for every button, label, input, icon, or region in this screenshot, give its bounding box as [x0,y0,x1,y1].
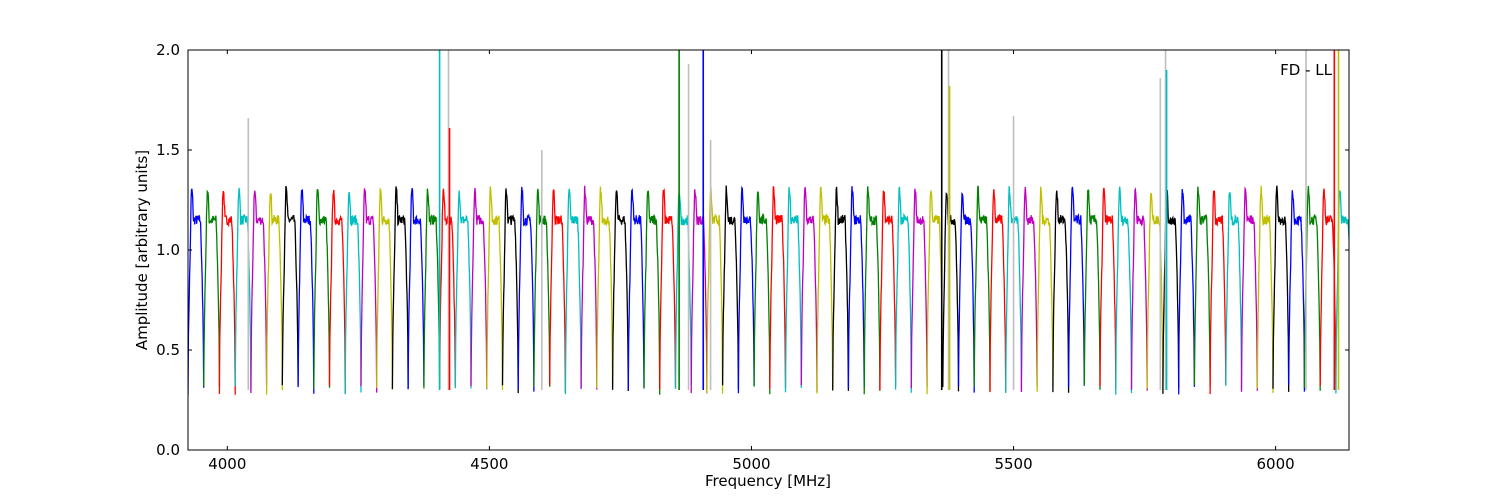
channel-line [250,190,268,394]
y-tick-label: 1.0 [156,241,180,259]
channel-line [1288,190,1306,392]
channel-line [690,189,708,394]
y-axis-label: Amplitude [arbitrary units] [133,150,151,350]
annotation-label: FD - LL [1280,61,1332,79]
channel-line [407,188,425,390]
channel-line [1225,192,1243,390]
channel-line [470,187,488,390]
channel-line [753,191,771,395]
channel-line [910,188,928,389]
channel-line [863,186,881,395]
channel-line [1115,186,1133,395]
channel-line [769,186,787,389]
y-tick-label: 2.0 [156,41,180,59]
channel-line [1256,185,1274,393]
channel-line [281,185,299,386]
channel-line [659,188,677,390]
channel-line [188,188,205,396]
channel-line [1319,188,1337,391]
channel-line [1083,189,1101,390]
channel-line [517,186,535,392]
y-tick-label: 0.5 [156,341,180,359]
channel-line [1240,186,1258,392]
channel-line [596,186,614,389]
channel-line [580,185,598,390]
channel-line [564,188,582,395]
channel-line [1193,186,1211,387]
channel-line [344,191,362,395]
plot-frame [187,49,1350,451]
channel-line [879,190,897,391]
channel-line [313,188,331,389]
channel-line [894,186,912,393]
y-axis: 0.0 0.5 1.0 1.5 2.0 [156,41,1349,459]
x-tick-label: 5500 [994,455,1032,473]
channel-line [1209,190,1227,395]
channel-line [832,186,850,391]
channel-line [737,185,755,394]
x-tick-label: 4500 [470,455,508,473]
channel-line [1052,190,1070,393]
channel-line [989,189,1007,393]
y-tick-label: 1.5 [156,141,180,159]
channel-line [218,190,236,395]
channel-line [973,185,991,391]
channel-line [627,187,645,391]
channel-line [328,189,346,394]
channel-line [423,188,441,389]
channel-line [784,187,802,393]
channel-line [706,186,724,394]
x-tick-label: 6000 [1257,455,1295,473]
plot-area [188,50,1349,396]
channel-line [957,192,975,393]
channel-line [1303,185,1321,391]
x-axis: 4000 4500 5000 5500 6000 [208,50,1295,473]
channel-line [1099,187,1117,390]
channel-line [438,188,456,389]
channel-line [800,187,818,392]
channel-line [549,189,567,393]
channel-line [1272,185,1290,392]
channel-line [376,187,394,389]
channel-line [360,188,378,393]
x-tick-label: 5000 [732,455,770,473]
channel-line [847,186,865,388]
channel-line [721,185,740,390]
channel-line [265,193,283,395]
channel-line [1020,186,1038,393]
channel-line [391,186,409,390]
channel-line [643,190,661,395]
channel-line [1178,189,1196,395]
channel-line [203,189,221,387]
x-axis-label: Frequency [MHz] [705,472,831,490]
channel-line [1036,186,1054,392]
channel-line [926,189,944,395]
channel-line [611,190,629,392]
channel-line [486,186,504,390]
channel-line [816,186,834,394]
channel-line [297,188,315,394]
y-tick-label: 0.0 [156,441,180,459]
channel-line [454,190,472,389]
channel-line [942,192,960,392]
channel-line [501,188,519,394]
channel-line [1130,187,1148,391]
channel-line [1067,186,1085,388]
x-tick-label: 4000 [208,455,246,473]
